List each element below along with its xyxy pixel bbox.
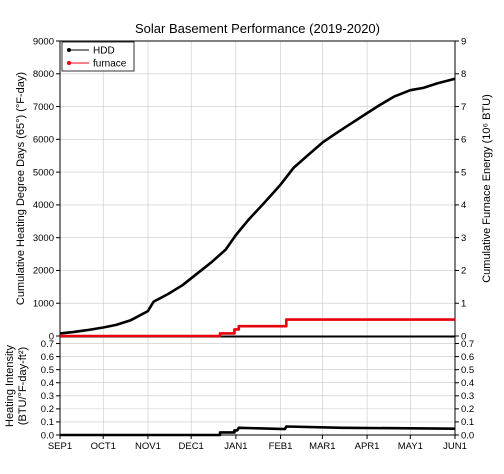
bottom-y2-tick-label: 0.5 [461,365,474,376]
top-y2-tick-label: 5 [461,167,466,178]
x-tick-label: FEB1 [269,441,293,452]
bottom-left-axis-ticks: 0.0 0.1 0.2 0.3 0.4 0.5 0.6 0.7 [41,339,60,441]
top-y-tick-label: 3000 [33,233,54,244]
bottom-series [60,425,456,437]
legend: HDD furnace [61,41,135,72]
bottom-y-axis-label-line-1: Heating Intensity [4,345,16,427]
legend-box [61,41,135,72]
x-tick-label: MAY1 [398,441,423,452]
top-y2-tick-label: 4 [461,200,466,211]
bottom-y2-tick-label: 0.3 [461,391,474,402]
x-tick-label: OCT1 [91,441,116,452]
top-y2-tick-label: 9 [461,36,466,47]
top-gridlines [59,40,456,337]
bottom-gridlines [59,337,456,436]
bottom-y2-tick-label: 0.4 [461,378,474,389]
bottom-right-axis-ticks: 0.0 0.1 0.2 0.3 0.4 0.5 0.6 0.7 [455,339,474,441]
legend-hdd-label: HDD [93,46,115,57]
bottom-y-tick-label: 0.2 [41,404,54,415]
series-hdd-line [59,77,456,335]
top-y-tick-label: 5000 [33,167,54,178]
bottom-y2-tick-label: 0.2 [461,404,474,415]
series-furnace-line [60,318,455,338]
top-y-tick-label: 8000 [33,69,54,80]
chart-title: Solar Basement Performance (2019-2020) [135,21,380,36]
top-y-tick-label: 7000 [33,102,54,113]
bottom-y2-tick-label: 0.0 [461,430,474,441]
bottom-y-tick-label: 0.4 [41,378,54,389]
top-right-y-axis-label: Cumulative Furnace Energy (10⁶ BTU) [481,94,493,283]
legend-furnace-label: furnace [93,59,127,70]
bottom-y-tick-label: 0.7 [41,339,54,350]
top-y2-tick-label: 7 [461,102,466,113]
top-y-tick-label: 6000 [33,135,54,146]
top-y2-tick-label: 3 [461,233,466,244]
bottom-y-tick-label: 0.1 [41,417,54,428]
top-y2-tick-label: 6 [461,135,466,146]
x-tick-label: DEC1 [179,441,204,452]
bottom-y2-tick-label: 0.1 [461,417,474,428]
bottom-y2-tick-label: 0.7 [461,339,474,350]
heating-intensity-line [60,425,456,437]
legend-furnace-marker [67,61,71,65]
top-y2-tick-label: 0 [461,331,466,342]
top-series [59,77,456,338]
top-y-tick-label: 4000 [33,200,54,211]
top-y2-tick-label: 2 [461,266,466,277]
x-tick-label: MAR1 [309,441,335,452]
top-plot-frame [59,40,456,337]
top-y-tick-label: 2000 [33,266,54,277]
top-y2-tick-label: 1 [461,299,466,310]
x-axis-ticks: SEP1 OCT1 NOV1 DEC1 JAN1 FEB1 MAR1 APR1 MAY1 JUN1 [48,435,467,452]
x-tick-label: JAN1 [224,441,247,452]
top-right-axis-ticks: 0 1 2 3 4 5 6 7 8 9 [455,36,466,342]
top-y-axis-label: Cumulative Heating Degree Days (65°) (°F… [15,72,27,305]
legend-hdd-marker [67,48,71,52]
bottom-y-tick-label: 0.0 [41,430,54,441]
bottom-plot-frame [59,336,456,436]
x-tick-label: JUN1 [443,441,467,452]
x-tick-label: APR1 [355,441,380,452]
bottom-y-tick-label: 0.6 [41,352,54,363]
top-y-tick-label: 0 [49,331,54,342]
x-tick-label: NOV1 [135,441,161,452]
x-tick-label: SEP1 [48,441,72,452]
bottom-y-tick-label: 0.3 [41,391,54,402]
bottom-y-axis-label-line-2: (BTU/°F-day-ft²) [17,347,29,425]
bottom-y2-tick-label: 0.6 [461,352,474,363]
top-y-tick-label: 1000 [33,299,54,310]
top-left-axis-ticks: 0 1000 2000 3000 4000 5000 6000 7000 8000 9000 [33,36,60,342]
bottom-y-tick-label: 0.5 [41,365,54,376]
top-y-tick-label: 9000 [33,36,54,47]
top-y2-tick-label: 8 [461,69,466,80]
